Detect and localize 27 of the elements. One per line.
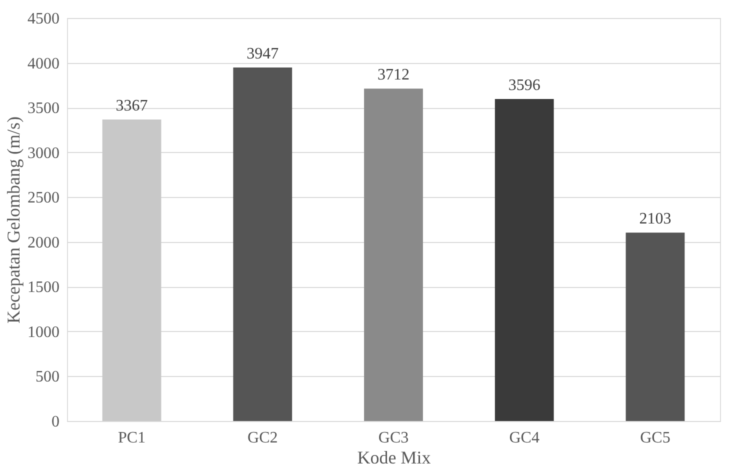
y-tick-label: 500	[36, 368, 60, 386]
data-label: 3596	[508, 76, 540, 94]
data-label: 2103	[639, 210, 672, 228]
bar	[494, 98, 554, 421]
y-tick-label: 2000	[28, 234, 60, 252]
bar	[233, 68, 292, 421]
y-tick-label: 3500	[28, 100, 60, 118]
x-tick-label: GC2	[248, 430, 278, 446]
data-label: 3367	[116, 97, 148, 114]
bar	[102, 119, 162, 421]
x-tick-label: GC5	[640, 430, 670, 446]
x-tick-label: PC1	[118, 430, 146, 446]
y-tick-label: 4000	[28, 55, 60, 72]
y-tick-label: 1500	[28, 279, 60, 296]
x-tick-label: GC4	[509, 430, 540, 446]
bar	[364, 88, 423, 421]
y-tick-label: 2500	[28, 190, 60, 207]
y-axis-title: Kecepatan Gelombang (m/s)	[4, 116, 24, 324]
x-axis-title: Kode Mix	[357, 448, 431, 468]
y-tick-label: 4500	[28, 10, 60, 28]
data-label: 3712	[378, 66, 410, 84]
data-label: 3947	[246, 46, 279, 63]
y-tick-label: 3000	[28, 144, 60, 162]
y-tick-label: 0	[52, 414, 60, 430]
bar	[626, 232, 685, 421]
y-tick-label: 1000	[28, 324, 60, 341]
x-tick-label: GC3	[378, 430, 409, 446]
